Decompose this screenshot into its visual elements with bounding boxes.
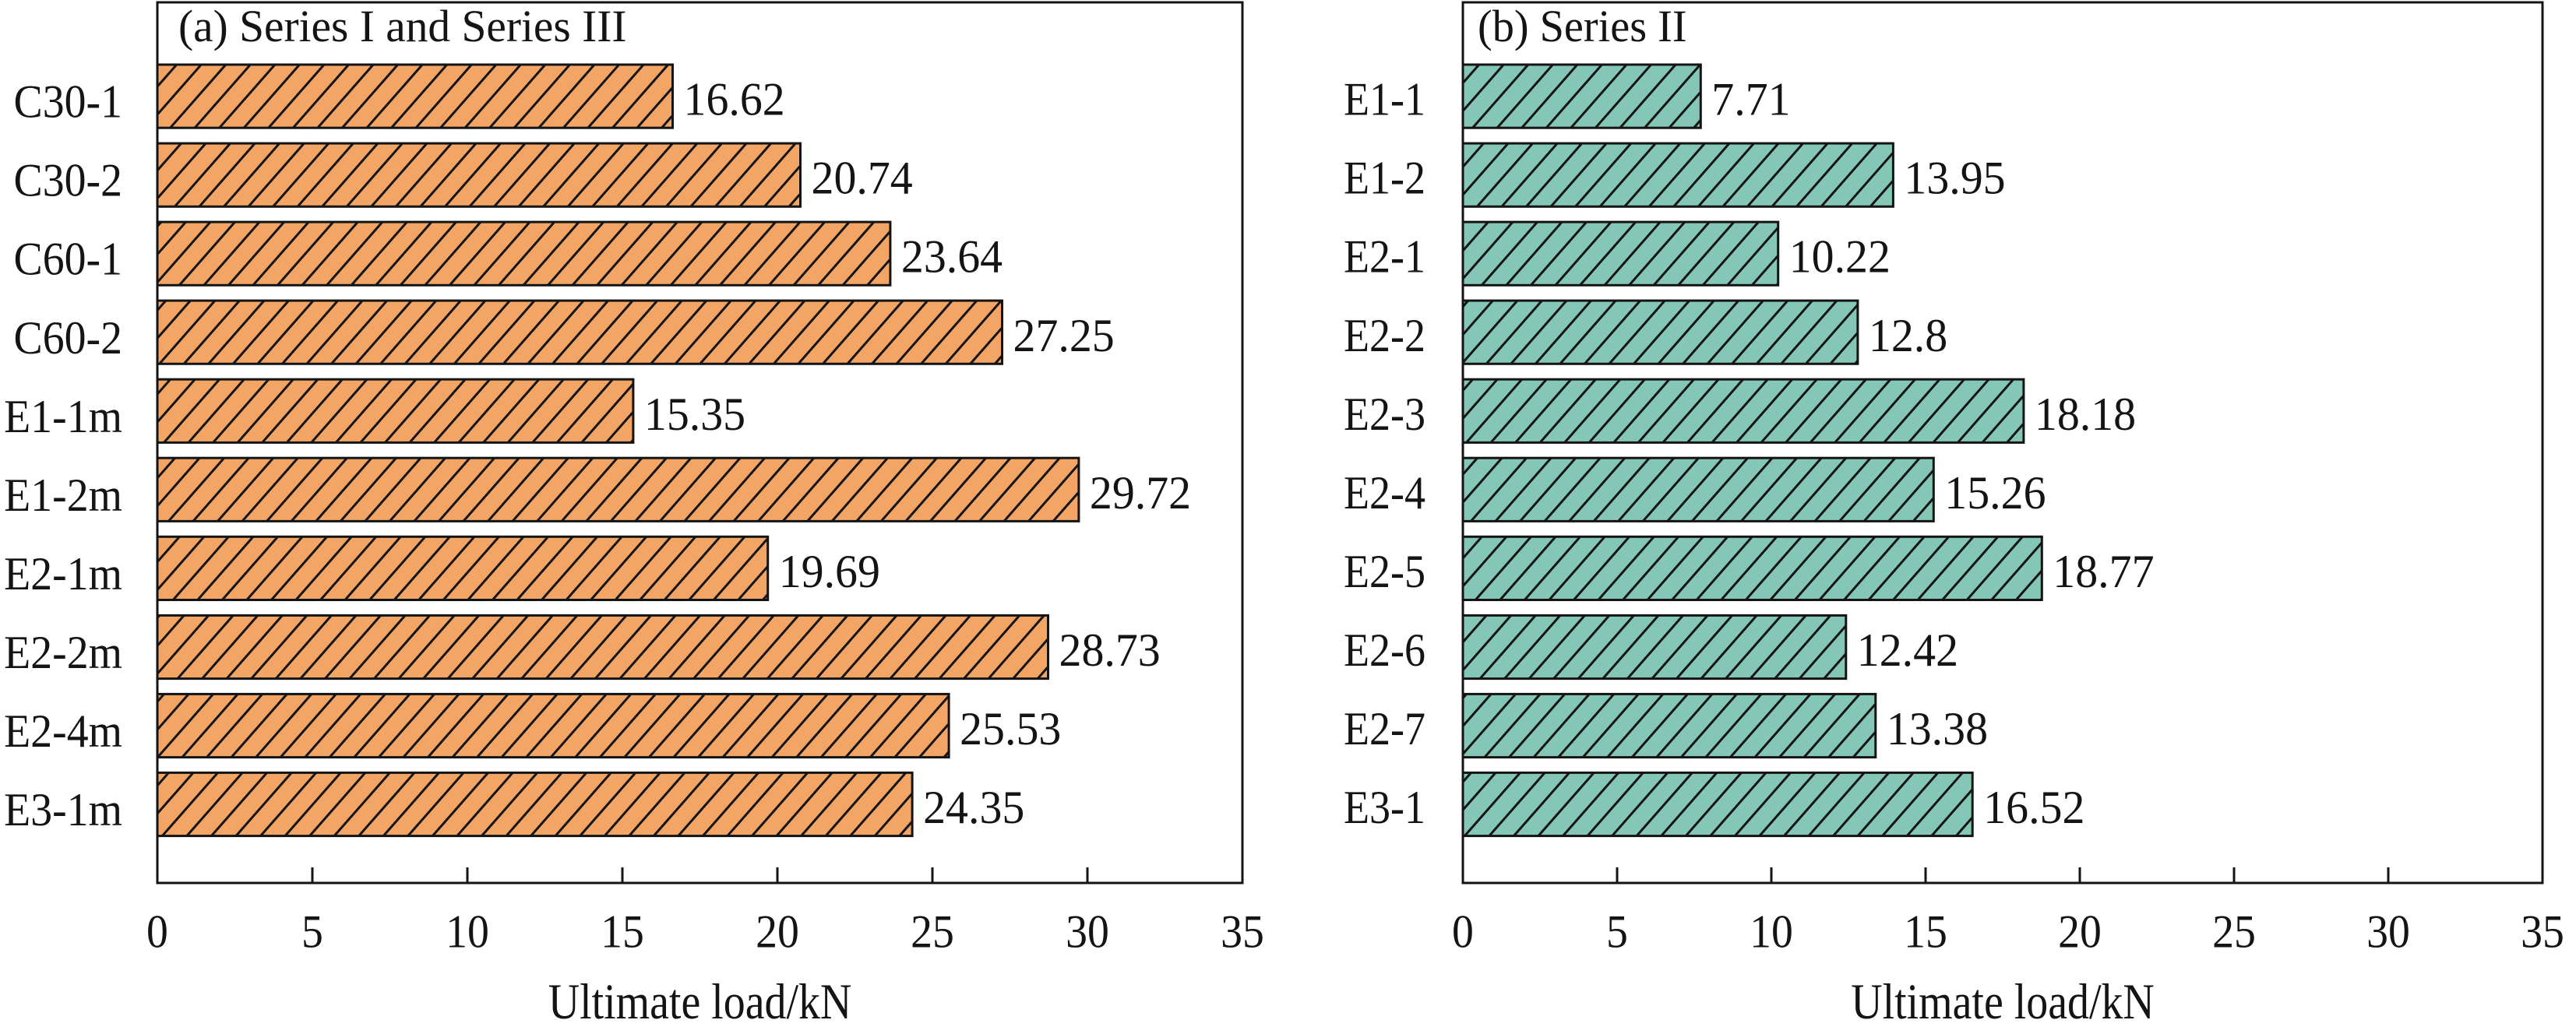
svg-text:35: 35 [2521, 906, 2564, 958]
svg-text:E2-2: E2-2 [1344, 310, 1425, 361]
svg-text:E2-4m: E2-4m [4, 705, 122, 757]
svg-text:12.8: 12.8 [1869, 309, 1947, 361]
svg-text:E1-2m: E1-2m [4, 469, 122, 521]
svg-text:23.64: 23.64 [901, 230, 1003, 283]
svg-text:18.18: 18.18 [2035, 388, 2136, 440]
svg-text:(a) Series I and Series III: (a) Series I and Series III [178, 2, 626, 51]
svg-text:E3-1m: E3-1m [4, 783, 122, 835]
svg-text:E1-1m: E1-1m [4, 390, 122, 442]
svg-text:28.73: 28.73 [1059, 624, 1161, 676]
svg-text:16.52: 16.52 [1983, 781, 2084, 833]
svg-text:E1-1: E1-1 [1344, 74, 1425, 125]
svg-text:30: 30 [1066, 906, 1109, 958]
svg-text:E2-4: E2-4 [1344, 467, 1425, 519]
svg-text:15: 15 [1904, 906, 1947, 958]
svg-text:Ultimate load/kN: Ultimate load/kN [548, 974, 852, 1027]
svg-text:10.22: 10.22 [1789, 230, 1891, 283]
svg-text:E2-5: E2-5 [1344, 546, 1425, 597]
svg-text:13.38: 13.38 [1887, 702, 1988, 754]
svg-text:20.74: 20.74 [812, 152, 913, 204]
svg-text:E2-6: E2-6 [1344, 624, 1425, 676]
svg-text:C60-2: C60-2 [14, 311, 122, 364]
svg-text:E2-1m: E2-1m [4, 547, 122, 600]
svg-text:(b) Series II: (b) Series II [1478, 2, 1687, 51]
svg-text:19.69: 19.69 [779, 545, 880, 597]
svg-text:20: 20 [756, 906, 799, 958]
svg-text:5: 5 [1606, 906, 1628, 958]
svg-text:10: 10 [1750, 906, 1793, 958]
svg-text:35: 35 [1221, 906, 1264, 958]
svg-text:24.35: 24.35 [923, 781, 1024, 833]
svg-text:Ultimate load/kN: Ultimate load/kN [1851, 974, 2155, 1027]
svg-text:E3-1: E3-1 [1344, 782, 1425, 833]
svg-text:20: 20 [2058, 906, 2102, 958]
svg-text:27.25: 27.25 [1013, 309, 1115, 361]
svg-text:18.77: 18.77 [2053, 545, 2154, 597]
svg-text:C60-1: C60-1 [14, 233, 122, 285]
svg-text:0: 0 [1452, 906, 1474, 958]
svg-text:10: 10 [446, 906, 489, 958]
svg-text:E1-2: E1-2 [1344, 153, 1425, 204]
svg-text:12.42: 12.42 [1857, 624, 1958, 676]
svg-text:5: 5 [301, 906, 323, 958]
svg-text:15.35: 15.35 [644, 388, 745, 440]
svg-text:C30-2: C30-2 [14, 154, 122, 206]
svg-text:16.62: 16.62 [684, 73, 785, 125]
svg-text:30: 30 [2366, 906, 2410, 958]
svg-text:E2-3: E2-3 [1344, 389, 1425, 440]
svg-text:E2-7: E2-7 [1344, 703, 1425, 754]
svg-text:13.95: 13.95 [1904, 152, 2005, 204]
svg-text:25: 25 [911, 906, 954, 958]
svg-text:15.26: 15.26 [1944, 466, 2046, 519]
svg-text:E2-1: E2-1 [1344, 231, 1425, 283]
svg-text:C30-1: C30-1 [14, 76, 122, 128]
svg-text:E2-2m: E2-2m [4, 626, 122, 678]
svg-text:29.72: 29.72 [1090, 466, 1191, 519]
svg-text:15: 15 [601, 906, 644, 958]
svg-text:0: 0 [146, 906, 168, 958]
svg-text:25: 25 [2212, 906, 2256, 958]
svg-text:7.71: 7.71 [1711, 73, 1790, 125]
svg-text:25.53: 25.53 [960, 702, 1061, 754]
